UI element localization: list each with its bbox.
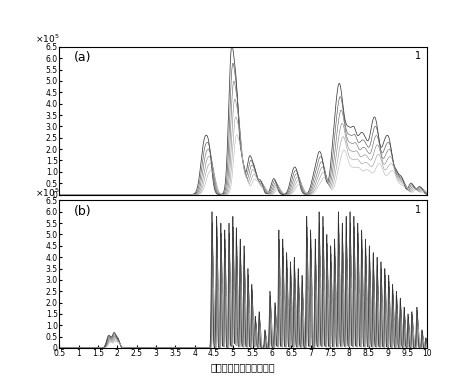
Text: 1: 1 [415, 205, 421, 215]
Text: 1: 1 [415, 51, 421, 61]
Text: (a): (a) [74, 51, 91, 65]
Text: $\times$10$^5$: $\times$10$^5$ [36, 33, 60, 45]
Text: $\times$10$^5$: $\times$10$^5$ [36, 187, 60, 199]
Text: (b): (b) [74, 205, 91, 218]
X-axis label: 谱数与采集时间（分钟）: 谱数与采集时间（分钟） [210, 362, 275, 373]
